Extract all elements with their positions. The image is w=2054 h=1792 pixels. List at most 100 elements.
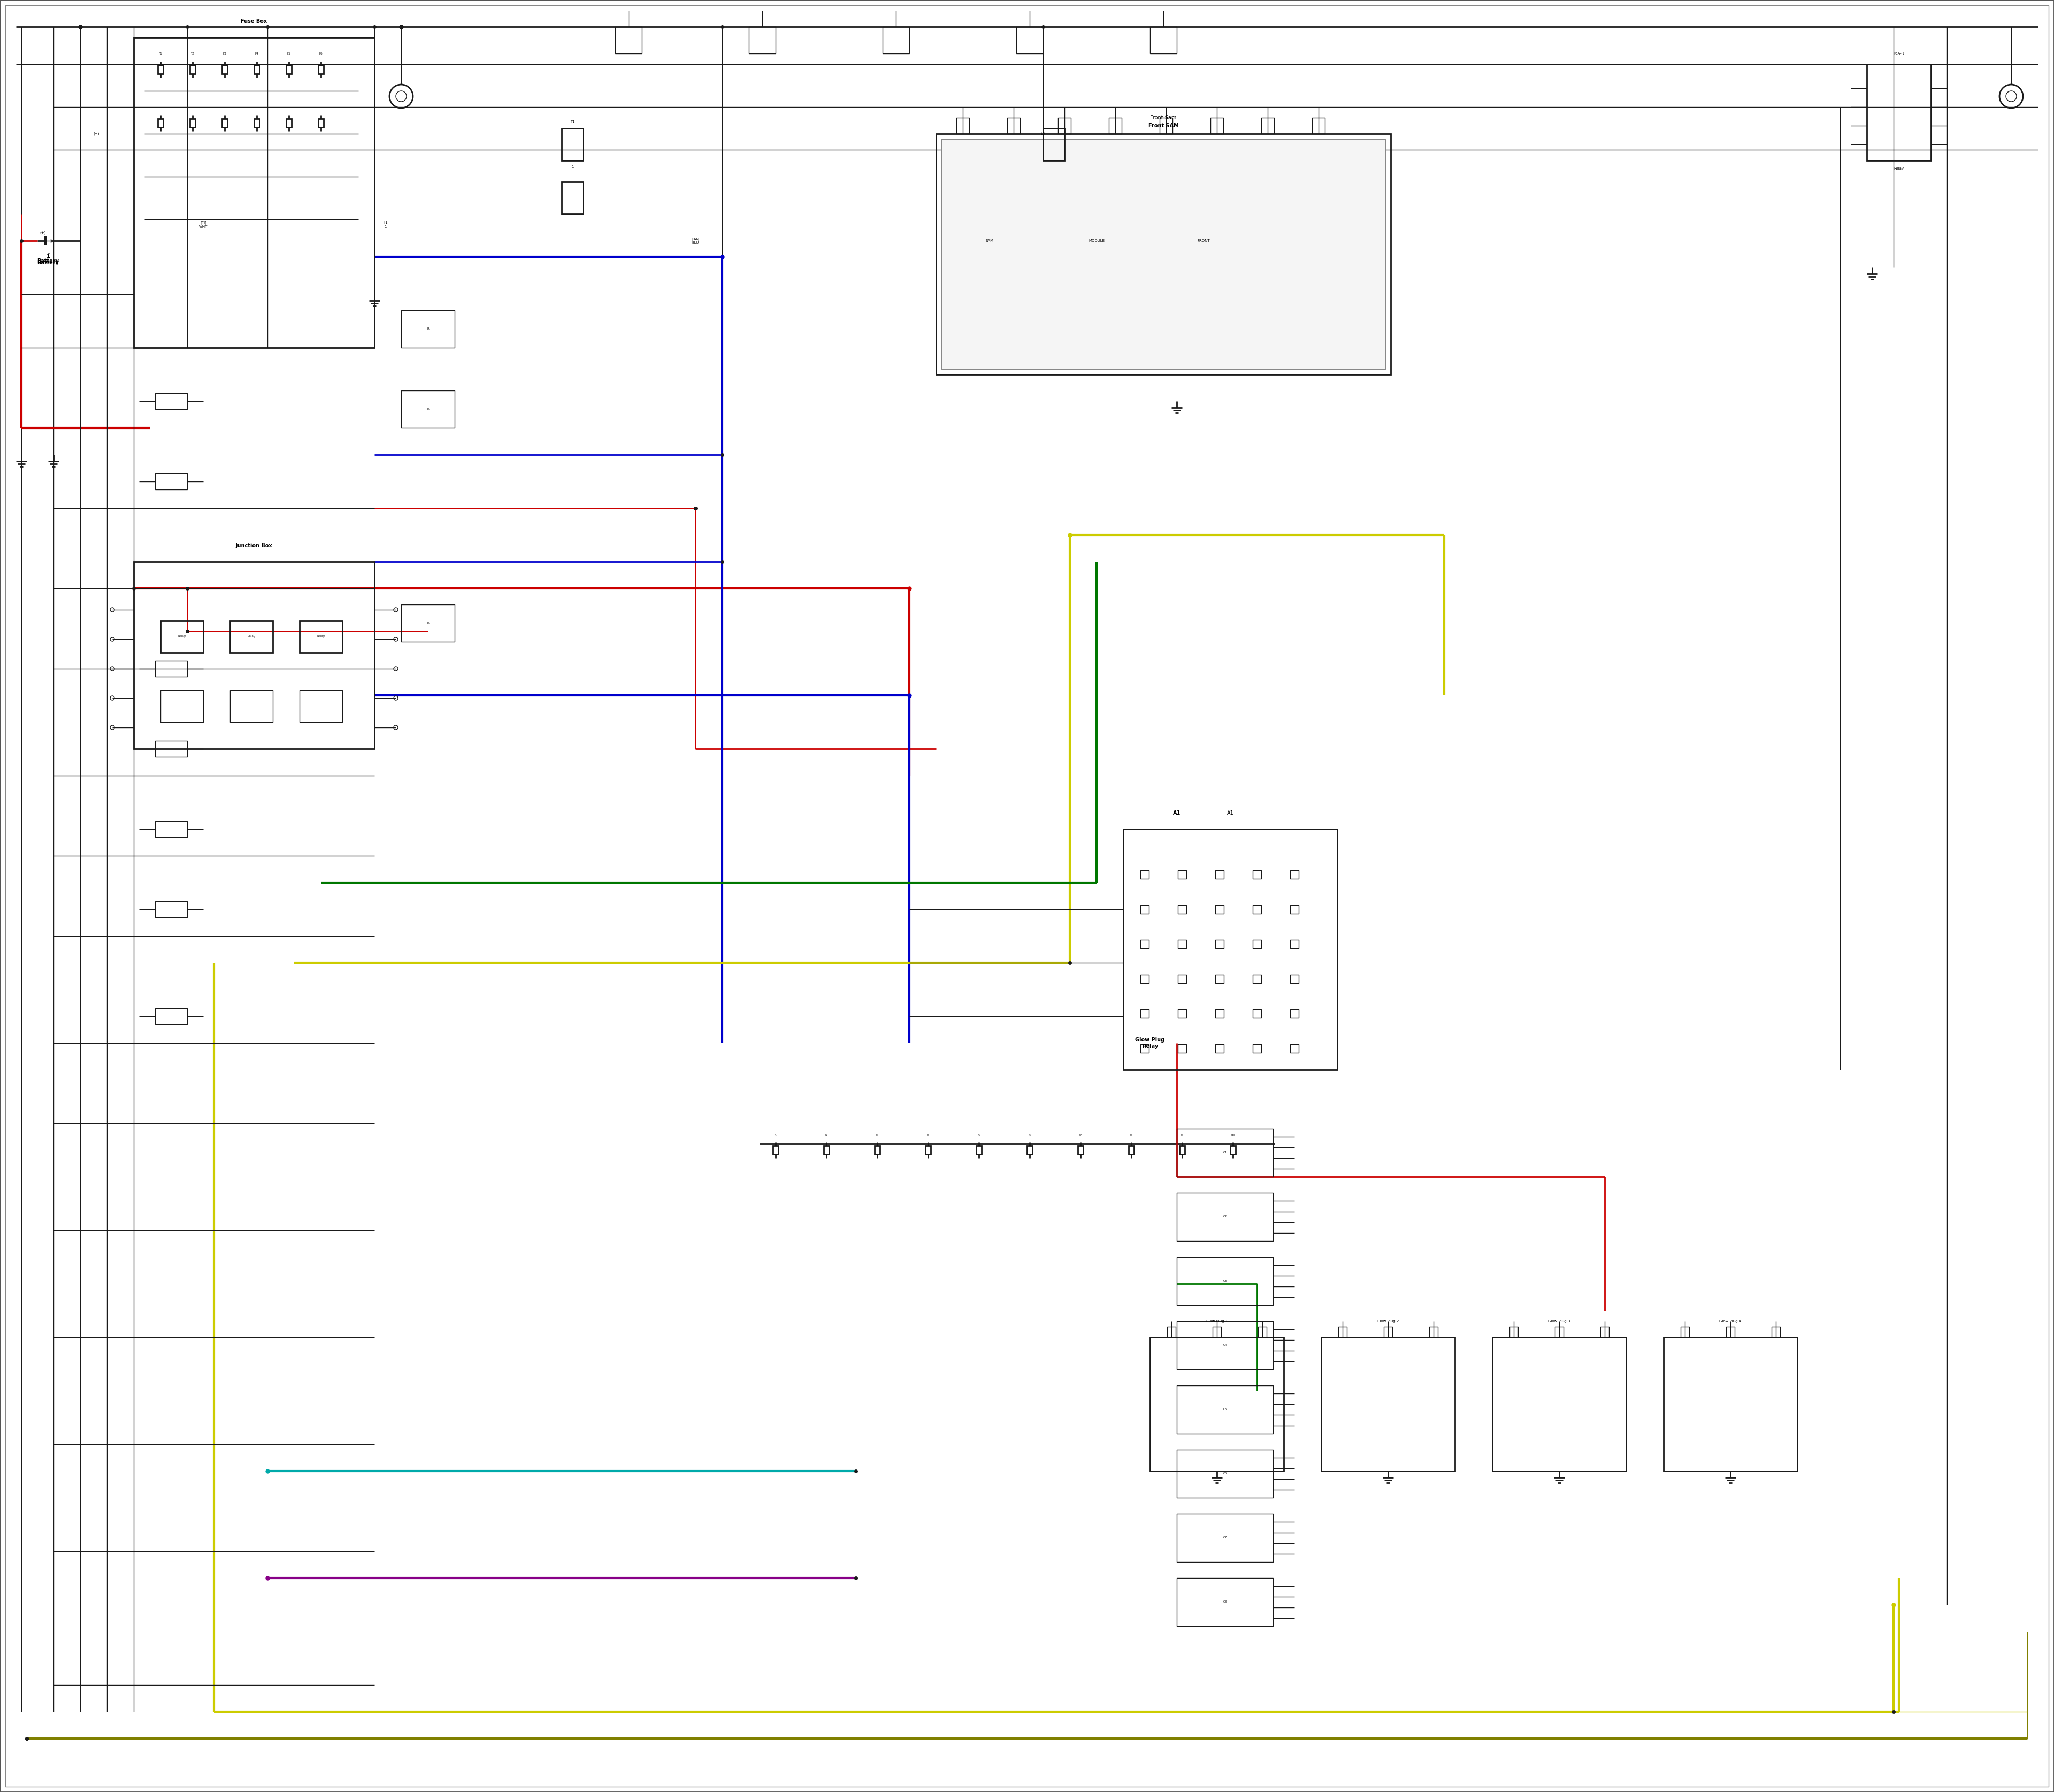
Text: C6: C6	[1222, 1473, 1226, 1475]
Bar	[1216, 1009, 1224, 1018]
Bar	[1161, 118, 1173, 134]
Bar	[957, 118, 969, 134]
Bar	[1109, 118, 1121, 134]
Bar	[158, 65, 162, 73]
Text: MODULE: MODULE	[1089, 238, 1105, 242]
Text: [BA]
BLU: [BA] BLU	[692, 237, 698, 244]
Bar	[1177, 939, 1187, 948]
Bar	[300, 620, 343, 652]
Bar	[1600, 1326, 1608, 1337]
Bar	[1321, 1337, 1454, 1471]
Bar	[1290, 1009, 1298, 1018]
Bar	[750, 27, 776, 54]
Bar	[1177, 1009, 1187, 1018]
Bar	[976, 1145, 982, 1154]
Bar	[1216, 905, 1224, 914]
Bar	[1253, 1009, 1261, 1018]
Bar	[401, 310, 454, 348]
Bar	[160, 620, 203, 652]
Bar	[230, 620, 273, 652]
Text: FRONT: FRONT	[1197, 238, 1210, 242]
Bar	[1177, 1193, 1273, 1242]
Text: F1: F1	[158, 52, 162, 56]
Text: C3: C3	[1222, 1279, 1226, 1283]
Text: Glow Plug 2: Glow Plug 2	[1376, 1319, 1399, 1322]
Bar	[1261, 118, 1273, 134]
Bar	[160, 690, 203, 722]
Bar	[1212, 1326, 1222, 1337]
Bar	[561, 129, 583, 161]
Text: F6: F6	[1029, 1134, 1031, 1136]
Bar	[1430, 1326, 1438, 1337]
Text: C2: C2	[1222, 1215, 1226, 1219]
Text: [El]
WHT: [El] WHT	[199, 220, 207, 228]
Text: F10: F10	[1230, 1134, 1234, 1136]
Text: F6A-R: F6A-R	[1894, 52, 1904, 56]
Bar	[926, 1145, 930, 1154]
Text: F6: F6	[318, 52, 322, 56]
Text: F3: F3	[875, 1134, 879, 1136]
Text: Junction Box: Junction Box	[236, 543, 273, 548]
Bar	[1177, 905, 1187, 914]
Text: F4: F4	[255, 52, 259, 56]
Bar	[1177, 871, 1187, 878]
Bar	[222, 118, 228, 127]
Bar	[941, 140, 1384, 369]
Text: C1: C1	[1222, 1152, 1226, 1154]
Text: SAM: SAM	[986, 238, 994, 242]
Text: C7: C7	[1222, 1536, 1226, 1539]
Bar	[134, 38, 374, 348]
Bar	[1339, 1326, 1347, 1337]
Bar	[1058, 118, 1070, 134]
Bar	[1140, 871, 1148, 878]
Text: C8: C8	[1222, 1600, 1226, 1604]
Bar	[1313, 118, 1325, 134]
Bar	[1555, 1326, 1563, 1337]
Bar	[1177, 1450, 1273, 1498]
Text: F1: F1	[774, 1134, 776, 1136]
Text: Glow Plug 3: Glow Plug 3	[1549, 1319, 1571, 1322]
Text: C4: C4	[1222, 1344, 1226, 1346]
Text: F5: F5	[978, 1134, 980, 1136]
Bar	[1177, 975, 1187, 984]
Text: 1: 1	[31, 292, 33, 296]
Bar	[1253, 975, 1261, 984]
Bar	[1290, 939, 1298, 948]
Bar	[1773, 1326, 1781, 1337]
Bar	[1510, 1326, 1518, 1337]
Bar	[1177, 1514, 1273, 1563]
Text: L5: L5	[1041, 133, 1045, 136]
Bar	[1078, 1145, 1082, 1154]
Bar	[1216, 871, 1224, 878]
Text: Glow Plug 1: Glow Plug 1	[1206, 1319, 1228, 1322]
Bar	[1140, 1045, 1148, 1052]
Bar	[1253, 939, 1261, 948]
Bar	[255, 118, 259, 127]
Bar	[156, 821, 187, 837]
Bar	[255, 65, 259, 73]
Text: C5: C5	[1222, 1409, 1226, 1410]
Bar	[1167, 1326, 1175, 1337]
Text: Relay: Relay	[316, 634, 325, 638]
Bar	[230, 690, 273, 722]
Bar	[1150, 27, 1177, 54]
Bar	[824, 1145, 830, 1154]
Bar	[1124, 830, 1337, 1070]
Bar	[1027, 1145, 1033, 1154]
Bar	[1290, 871, 1298, 878]
Bar	[1006, 118, 1021, 134]
Text: 1: 1	[47, 251, 49, 254]
Bar	[1257, 1326, 1267, 1337]
Bar	[1230, 1145, 1237, 1154]
Bar	[1725, 1326, 1736, 1337]
Bar	[1493, 1337, 1627, 1471]
Bar	[1210, 118, 1224, 134]
Bar	[937, 134, 1391, 375]
Bar	[1177, 1321, 1273, 1369]
Bar	[614, 27, 641, 54]
Bar	[401, 604, 454, 642]
Text: T1: T1	[571, 120, 575, 124]
Text: Relay: Relay	[246, 634, 255, 638]
Bar	[1017, 27, 1043, 54]
Bar	[1253, 1045, 1261, 1052]
